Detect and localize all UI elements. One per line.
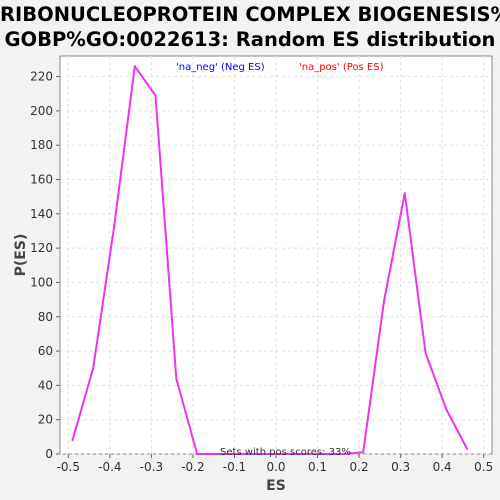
y-tick-label-8: 160 <box>30 173 53 187</box>
data-point-2 <box>113 226 115 229</box>
x-tick-label-1: -0.4 <box>98 460 121 474</box>
y-tick-label-1: 20 <box>38 413 53 427</box>
y-axis-title: P(ES) <box>13 234 29 277</box>
data-point-16 <box>403 192 406 195</box>
data-point-14 <box>362 451 365 454</box>
y-tick-label-6: 120 <box>30 241 53 255</box>
x-tick-label-6: 0.1 <box>308 460 327 474</box>
y-tick-label-10: 200 <box>30 104 53 118</box>
x-tick-label-4: -0.1 <box>223 460 246 474</box>
data-point-18 <box>445 408 448 411</box>
legend-neg-entry: 'na_neg' (Neg ES) <box>176 62 265 73</box>
x-tick-label-7: 0.2 <box>350 460 369 474</box>
data-point-15 <box>383 300 385 303</box>
chart-title: RIBONUCLEOPROTEIN COMPLEX BIOGENESIS% GO… <box>0 2 500 52</box>
pos-scores-annotation: Sets with pos scores: 33% <box>220 447 351 458</box>
data-point-7 <box>216 453 219 455</box>
x-tick-label-2: -0.3 <box>140 460 163 474</box>
x-tick-label-9: 0.4 <box>433 460 452 474</box>
y-tick-label-5: 100 <box>30 275 53 289</box>
x-tick-label-5: 0.0 <box>266 460 285 474</box>
legend-pos-entry: 'na_pos' (Pos ES) <box>299 62 384 73</box>
grid-lines <box>60 56 492 455</box>
data-point-8 <box>237 453 240 455</box>
series-layer <box>71 65 469 455</box>
y-tick-label-9: 180 <box>30 138 53 152</box>
x-tick-label-8: 0.3 <box>391 460 410 474</box>
y-tick-label-0: 0 <box>45 447 53 461</box>
data-point-0 <box>71 439 74 442</box>
x-tick-label-3: -0.2 <box>181 460 204 474</box>
y-tick-label-3: 60 <box>38 344 53 358</box>
data-point-1 <box>92 367 95 370</box>
chart-title-line-2: GOBP%GO:0022613: Random ES distribution <box>4 28 496 51</box>
chart-title-line-1: RIBONUCLEOPROTEIN COMPLEX BIOGENESIS% <box>0 3 500 26</box>
y-tick-label-2: 40 <box>38 378 53 392</box>
data-point-10 <box>279 453 282 455</box>
data-point-13 <box>341 453 344 455</box>
y-tick-label-4: 80 <box>38 310 53 324</box>
data-point-3 <box>133 65 136 68</box>
data-point-6 <box>196 453 199 455</box>
data-point-5 <box>175 377 178 380</box>
x-tick-label-10: 0.5 <box>474 460 493 474</box>
x-tick-label-0: -0.5 <box>57 460 80 474</box>
data-point-19 <box>466 447 469 450</box>
y-tick-label-7: 140 <box>30 207 53 221</box>
distribution-line-0 <box>71 65 468 455</box>
y-tick-label-11: 220 <box>30 70 53 84</box>
data-point-9 <box>258 453 261 455</box>
data-point-11 <box>299 453 302 455</box>
data-point-17 <box>424 351 427 354</box>
x-axis-title: ES <box>266 478 286 494</box>
data-point-12 <box>320 453 323 455</box>
data-point-4 <box>154 94 157 97</box>
axis-ticks: -0.5 -0.4 -0.3 -0.2 -0.1 0.0 0.1 0.2 0.3 0.4 0.5 0 2… <box>30 70 493 474</box>
